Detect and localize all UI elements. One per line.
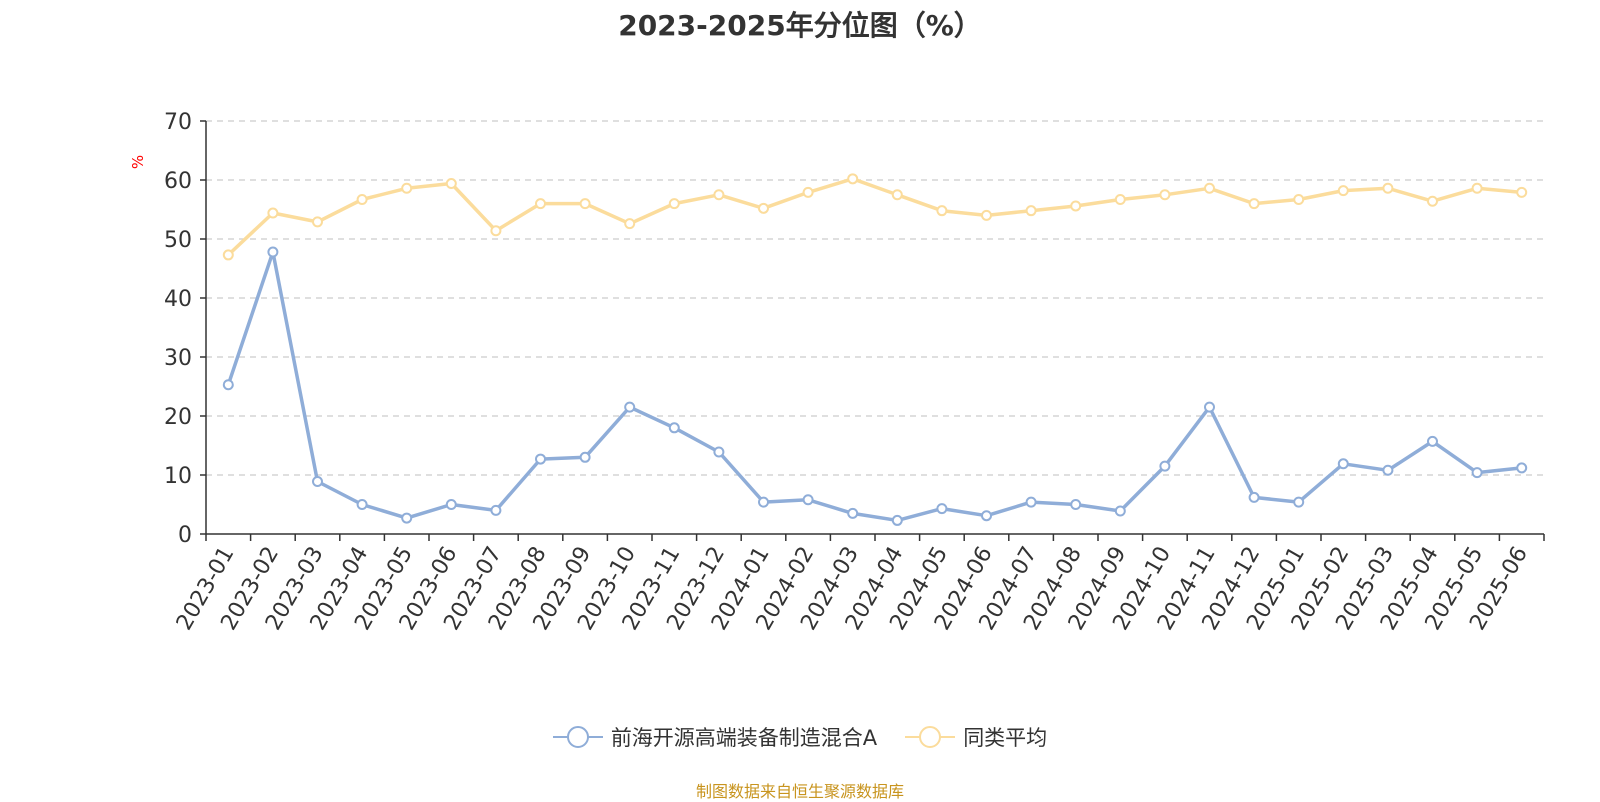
data-point[interactable] <box>222 249 234 261</box>
legend-item-1[interactable]: 同类平均 <box>905 722 1047 752</box>
data-point[interactable] <box>758 202 769 214</box>
source-note: 制图数据来自恒生聚源数据库 <box>695 782 904 801</box>
y-tick-label: 10 <box>164 464 192 489</box>
y-tick-label: 30 <box>164 346 192 371</box>
data-point[interactable] <box>802 186 814 198</box>
y-tick-label: 70 <box>164 110 192 135</box>
data-point[interactable] <box>1159 189 1171 201</box>
data-point[interactable] <box>445 178 457 190</box>
data-point[interactable] <box>1382 182 1394 194</box>
legend-item-0[interactable]: 前海开源高端装备制造混合A <box>552 722 878 752</box>
data-point[interactable] <box>1471 182 1483 194</box>
data-point[interactable] <box>1516 462 1528 474</box>
data-point[interactable] <box>847 507 859 519</box>
data-point[interactable] <box>1293 193 1305 205</box>
data-point[interactable] <box>1070 200 1082 212</box>
data-point[interactable] <box>891 514 903 526</box>
series-line-0 <box>226 250 1522 523</box>
data-point[interactable] <box>1337 458 1349 470</box>
data-point[interactable] <box>1427 435 1438 447</box>
data-point[interactable] <box>222 379 234 391</box>
data-point[interactable] <box>624 218 636 230</box>
data-point[interactable] <box>267 246 279 258</box>
legend-swatch-icon <box>905 725 956 749</box>
data-point[interactable] <box>1070 499 1082 510</box>
data-point[interactable] <box>356 193 368 205</box>
legend-label: 前海开源高端装备制造混合A <box>610 726 878 750</box>
y-axis-unit-label: % <box>129 155 147 169</box>
data-point[interactable] <box>981 510 992 522</box>
data-point[interactable] <box>1293 496 1305 508</box>
data-point[interactable] <box>624 401 636 413</box>
data-point[interactable] <box>847 173 859 185</box>
data-point[interactable] <box>758 496 769 508</box>
data-point[interactable] <box>1248 491 1260 503</box>
data-point[interactable] <box>802 494 814 506</box>
data-point[interactable] <box>1471 467 1483 479</box>
data-point[interactable] <box>267 207 279 219</box>
data-point[interactable] <box>579 451 591 463</box>
data-point[interactable] <box>312 216 323 228</box>
data-point[interactable] <box>1159 460 1171 472</box>
data-point[interactable] <box>535 198 546 210</box>
chart-title: 2023-2025年分位图（%） <box>618 9 982 42</box>
data-point[interactable] <box>713 446 725 458</box>
data-point[interactable] <box>535 453 546 465</box>
data-point[interactable] <box>401 512 413 524</box>
data-point[interactable] <box>1025 496 1037 508</box>
data-point[interactable] <box>445 499 457 510</box>
legend-swatch-icon <box>552 725 603 749</box>
data-point[interactable] <box>490 225 502 237</box>
data-points <box>222 173 1528 526</box>
y-tick-label: 60 <box>164 169 192 194</box>
data-point[interactable] <box>579 198 591 210</box>
data-point[interactable] <box>1337 185 1349 197</box>
data-point[interactable] <box>981 209 992 221</box>
axes: 0102030405060702023-012023-022023-032023… <box>164 110 1545 635</box>
data-point[interactable] <box>1248 198 1260 210</box>
legend-label: 同类平均 <box>963 726 1048 750</box>
data-point[interactable] <box>1025 205 1037 217</box>
data-point[interactable] <box>490 504 502 516</box>
data-point[interactable] <box>936 205 948 217</box>
data-point[interactable] <box>936 503 948 515</box>
data-point[interactable] <box>1204 401 1215 413</box>
data-point[interactable] <box>1114 193 1126 205</box>
y-tick-label: 40 <box>164 287 192 312</box>
legend: 前海开源高端装备制造混合A 同类平均 <box>0 722 1600 752</box>
data-point[interactable] <box>356 499 368 510</box>
y-tick-label: 20 <box>164 405 192 430</box>
data-point[interactable] <box>1516 186 1528 198</box>
data-point[interactable] <box>668 422 680 434</box>
series-line-1 <box>227 177 1522 257</box>
grid-lines <box>206 120 1544 476</box>
data-point[interactable] <box>312 475 323 487</box>
y-tick-label: 0 <box>178 523 192 548</box>
data-point[interactable] <box>1382 464 1394 476</box>
data-point[interactable] <box>1114 505 1126 517</box>
data-point[interactable] <box>891 189 903 201</box>
data-point[interactable] <box>713 189 725 201</box>
data-point[interactable] <box>1427 195 1438 207</box>
data-point[interactable] <box>401 182 413 194</box>
y-tick-label: 50 <box>164 228 192 253</box>
series-lines <box>226 177 1522 523</box>
data-point[interactable] <box>668 198 680 210</box>
data-point[interactable] <box>1204 182 1215 194</box>
